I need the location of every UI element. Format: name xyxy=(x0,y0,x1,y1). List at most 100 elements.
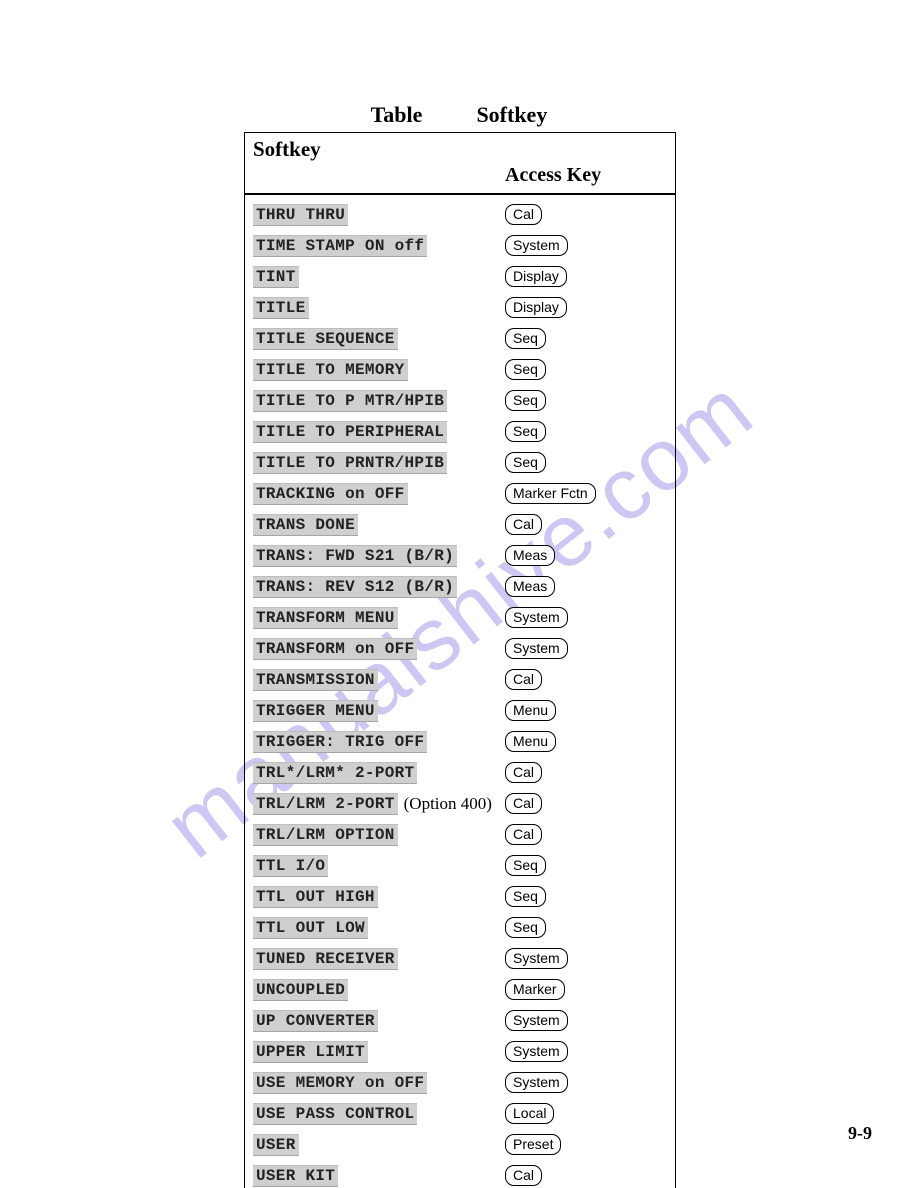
access-key-cell: Cal xyxy=(505,204,542,225)
access-key-pill: Cal xyxy=(505,669,542,690)
softkey-label: TRIGGER: TRIG OFF xyxy=(253,731,427,753)
access-key-pill: Display xyxy=(505,266,567,287)
table-row: TITLE SEQUENCE Seq xyxy=(245,323,675,354)
softkey-cell: TRANS: REV S12 (B/R) xyxy=(253,576,505,598)
softkey-label: USER KIT xyxy=(253,1165,338,1187)
softkey-cell: USE PASS CONTROL xyxy=(253,1103,505,1125)
access-key-pill: Menu xyxy=(505,700,556,721)
table-row: TRANSFORM on OFFSystem xyxy=(245,633,675,664)
softkey-cell: TRIGGER: TRIG OFF xyxy=(253,731,505,753)
softkey-cell: TRANSFORM MENU xyxy=(253,607,505,629)
softkey-label: UPPER LIMIT xyxy=(253,1041,368,1063)
softkey-cell: TIME STAMP ON off xyxy=(253,235,505,257)
access-key-cell: Marker xyxy=(505,979,565,1000)
softkey-cell: TRANSMISSION xyxy=(253,669,505,691)
softkey-cell: UNCOUPLED xyxy=(253,979,505,1001)
softkey-cell: TITLE TO PRNTR/HPIB xyxy=(253,452,505,474)
access-key-cell: System xyxy=(505,1072,568,1093)
table-row: TRL/LRM OPTION Cal xyxy=(245,819,675,850)
access-key-pill: Cal xyxy=(505,762,542,783)
table-row: TRANS DONECal xyxy=(245,509,675,540)
table-title: TableSoftkey xyxy=(0,102,918,128)
access-key-cell: Display xyxy=(505,297,567,318)
access-key-pill: Cal xyxy=(505,1165,542,1186)
softkey-label: TRANSFORM MENU xyxy=(253,607,398,629)
softkey-label: TTL OUT LOW xyxy=(253,917,368,939)
access-key-pill: System xyxy=(505,1041,568,1062)
access-key-cell: System xyxy=(505,1041,568,1062)
page: manualshive.com TableSoftkey Softkey Acc… xyxy=(0,0,918,1188)
table-row: UP CONVERTER System xyxy=(245,1005,675,1036)
access-key-pill: Seq xyxy=(505,328,546,349)
page-number: 9-9 xyxy=(848,1123,872,1144)
softkey-cell: USER xyxy=(253,1134,505,1156)
table-row: TUNED RECEIVERSystem xyxy=(245,943,675,974)
table-row: THRU THRU Cal xyxy=(245,199,675,230)
softkey-cell: USER KIT xyxy=(253,1165,505,1187)
softkey-label: USER xyxy=(253,1134,299,1156)
table-row: UPPER LIMIT System xyxy=(245,1036,675,1067)
softkey-label: TITLE xyxy=(253,297,309,319)
table-header: Softkey Access Key xyxy=(245,133,675,193)
access-key-cell: Cal xyxy=(505,762,542,783)
softkey-label: TRL/LRM OPTION xyxy=(253,824,398,846)
table-row: USE MEMORY on OFF System xyxy=(245,1067,675,1098)
access-key-pill: Display xyxy=(505,297,567,318)
softkey-label: TRL*/LRM* 2-PORT xyxy=(253,762,417,784)
softkey-cell: TITLE xyxy=(253,297,505,319)
softkey-label: THRU THRU xyxy=(253,204,348,226)
access-key-cell: Seq xyxy=(505,421,546,442)
softkey-label: TINT xyxy=(253,266,299,288)
table-row: TRL*/LRM* 2-PORT Cal xyxy=(245,757,675,788)
softkey-cell: TRANS: FWD S21 (B/R) xyxy=(253,545,505,567)
access-key-pill: System xyxy=(505,607,568,628)
access-key-pill: System xyxy=(505,638,568,659)
softkey-cell: TITLE SEQUENCE xyxy=(253,328,505,350)
softkey-label: TRL/LRM 2-PORT xyxy=(253,793,398,815)
table-row: TITLE TO MEMORYSeq xyxy=(245,354,675,385)
access-key-pill: Preset xyxy=(505,1134,561,1155)
table-row: TRL/LRM 2-PORT(Option 400)Cal xyxy=(245,788,675,819)
access-key-cell: Seq xyxy=(505,917,546,938)
softkey-cell: TRACKING on OFF xyxy=(253,483,505,505)
softkey-cell: TTL OUT HIGH xyxy=(253,886,505,908)
softkey-label: TRANSMISSION xyxy=(253,669,378,691)
access-key-cell: Cal xyxy=(505,514,542,535)
access-key-cell: System xyxy=(505,235,568,256)
softkey-label: TITLE TO P MTR/HPIB xyxy=(253,390,447,412)
softkey-label: TRIGGER MENU xyxy=(253,700,378,722)
access-key-pill: Cal xyxy=(505,514,542,535)
softkey-label: USE MEMORY on OFF xyxy=(253,1072,427,1094)
table-row: USE PASS CONTROLLocal xyxy=(245,1098,675,1129)
access-key-pill: Seq xyxy=(505,452,546,473)
table-row: TIME STAMP ON offSystem xyxy=(245,230,675,261)
access-key-pill: Menu xyxy=(505,731,556,752)
softkey-label: TRANS: FWD S21 (B/R) xyxy=(253,545,457,567)
access-key-cell: Preset xyxy=(505,1134,561,1155)
softkey-label: TRANS: REV S12 (B/R) xyxy=(253,576,457,598)
table-row: TITLE TO PRNTR/HPIBSeq xyxy=(245,447,675,478)
access-key-pill: Seq xyxy=(505,886,546,907)
access-key-pill: System xyxy=(505,1010,568,1031)
header-softkey: Softkey xyxy=(253,137,321,161)
table-row: TRIGGER: TRIG OFF Menu xyxy=(245,726,675,757)
access-key-cell: Menu xyxy=(505,700,556,721)
access-key-cell: Seq xyxy=(505,359,546,380)
softkey-label: UNCOUPLED xyxy=(253,979,348,1001)
softkey-cell: THRU THRU xyxy=(253,204,505,226)
access-key-pill: Seq xyxy=(505,359,546,380)
softkey-label: UP CONVERTER xyxy=(253,1010,378,1032)
softkey-cell: UP CONVERTER xyxy=(253,1010,505,1032)
access-key-pill: Seq xyxy=(505,917,546,938)
softkey-cell: TUNED RECEIVER xyxy=(253,948,505,970)
access-key-cell: Seq xyxy=(505,855,546,876)
softkey-cell: TRL/LRM 2-PORT(Option 400) xyxy=(253,793,505,815)
table-row: TRANSMISSION Cal xyxy=(245,664,675,695)
table-row: TTL OUT HIGHSeq xyxy=(245,881,675,912)
table-row: TITLE TO PERIPHERALSeq xyxy=(245,416,675,447)
access-key-pill: Marker xyxy=(505,979,565,1000)
access-key-pill: Cal xyxy=(505,824,542,845)
softkey-label: TITLE SEQUENCE xyxy=(253,328,398,350)
access-key-cell: Seq xyxy=(505,886,546,907)
access-key-cell: Seq xyxy=(505,328,546,349)
